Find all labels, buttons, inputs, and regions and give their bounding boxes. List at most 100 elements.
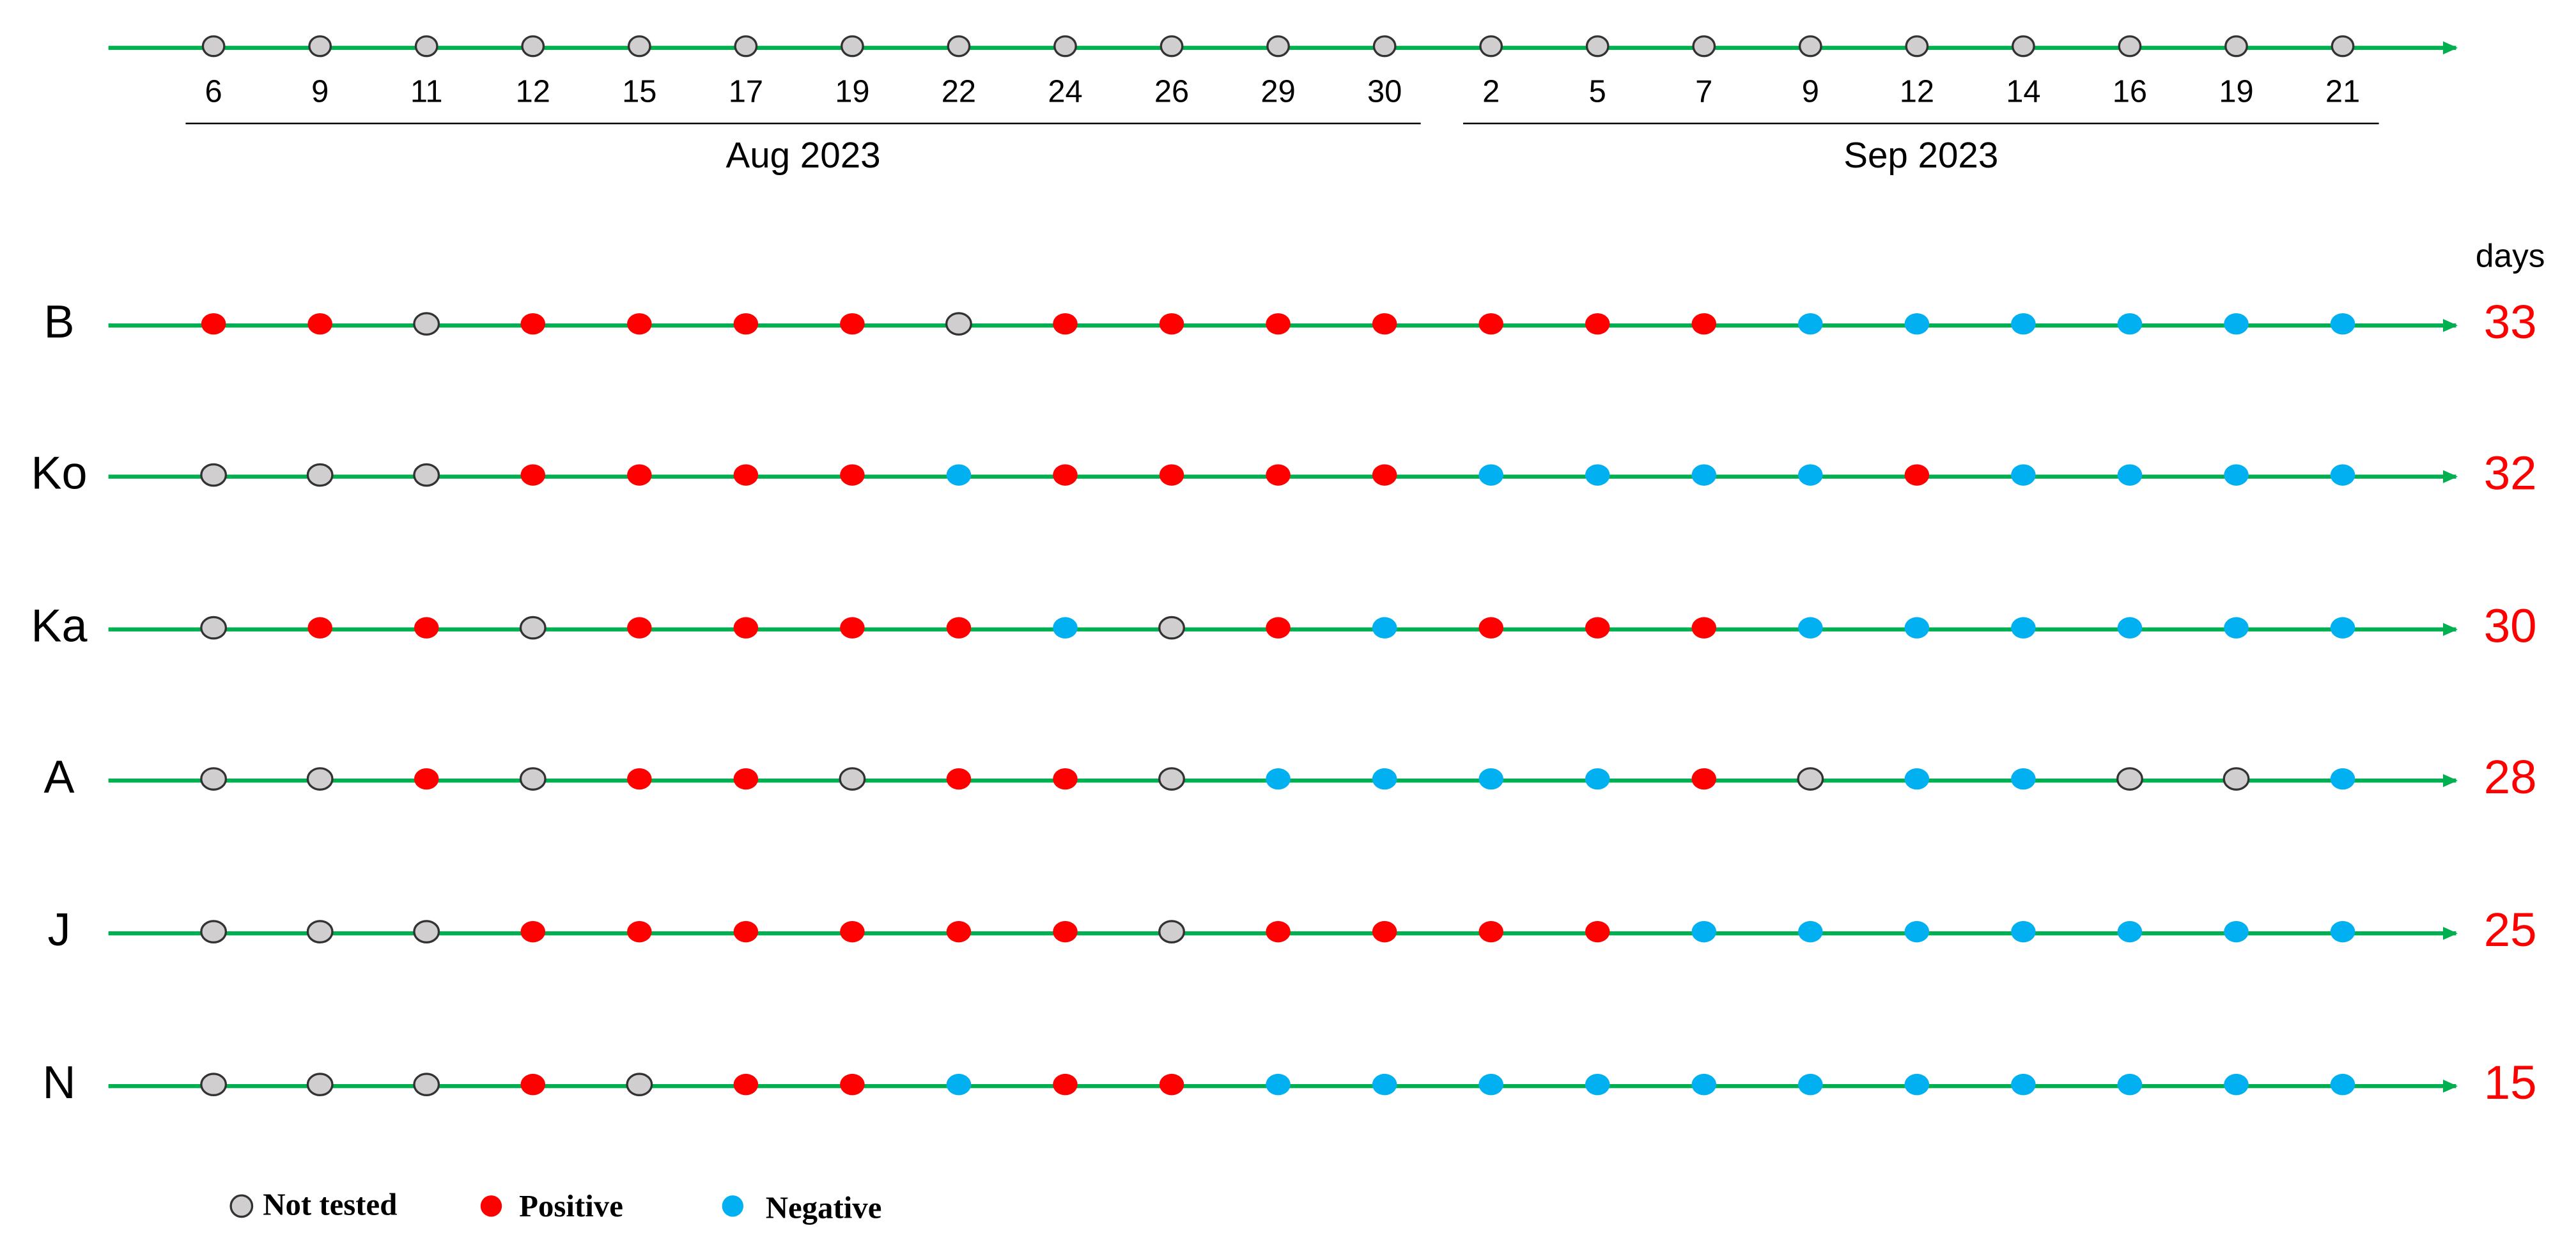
date-dot	[1479, 35, 1503, 58]
result-dot	[1053, 617, 1078, 639]
result-dot	[520, 464, 546, 486]
result-dot	[839, 767, 866, 791]
date-dot	[2224, 35, 2248, 58]
days-header: days	[2476, 237, 2545, 274]
date-dot	[947, 35, 971, 58]
date-label: 9	[311, 75, 329, 109]
result-dot	[1372, 617, 1397, 639]
result-dot	[840, 920, 865, 943]
legend-swatch	[722, 1195, 743, 1217]
result-dot	[306, 463, 334, 487]
result-dot	[2011, 1073, 2036, 1096]
result-dot	[200, 463, 228, 487]
date-label: 16	[2113, 75, 2147, 109]
subject-label: Ko	[31, 448, 88, 499]
result-dot	[1691, 464, 1717, 486]
result-dot	[2224, 617, 2249, 639]
result-dot	[1585, 464, 1610, 486]
date-label: 2	[1482, 75, 1500, 109]
date-label: 14	[2006, 75, 2040, 109]
result-dot	[2224, 1073, 2249, 1096]
result-dot	[2224, 920, 2249, 943]
date-dot	[2118, 35, 2142, 58]
result-dot	[1478, 617, 1503, 639]
date-dot	[1692, 35, 1716, 58]
result-dot	[1158, 616, 1185, 640]
result-dot	[1266, 464, 1291, 486]
result-dot	[1158, 767, 1185, 791]
result-dot	[1053, 768, 1078, 790]
result-dot	[520, 313, 546, 335]
result-dot	[413, 463, 440, 487]
date-dot	[308, 35, 332, 58]
result-dot	[1904, 313, 1930, 335]
result-dot	[840, 617, 865, 639]
result-dot	[2117, 313, 2143, 335]
result-dot	[1053, 1073, 1078, 1096]
date-dot	[414, 35, 438, 58]
result-dot	[413, 312, 440, 336]
result-dot	[307, 617, 332, 639]
result-dot	[2011, 617, 2036, 639]
date-label: 19	[835, 75, 869, 109]
result-dot	[1585, 617, 1610, 639]
result-dot	[414, 768, 439, 790]
legend-label: Positive	[519, 1188, 623, 1223]
result-dot	[2011, 768, 2036, 790]
date-label: 24	[1048, 75, 1082, 109]
result-dot	[1691, 313, 1717, 335]
result-dot	[520, 1073, 546, 1096]
result-dot	[200, 920, 228, 943]
result-dot	[1372, 464, 1397, 486]
result-dot	[1372, 768, 1397, 790]
date-dot	[1053, 35, 1077, 58]
date-label: 29	[1261, 75, 1295, 109]
result-dot	[2117, 920, 2143, 943]
result-dot	[1159, 313, 1184, 335]
result-dot	[946, 920, 972, 943]
subject-label: J	[48, 904, 71, 956]
result-dot	[307, 313, 332, 335]
days-count: 32	[2484, 446, 2537, 499]
subject-label: A	[44, 752, 75, 803]
days-count: 30	[2484, 599, 2537, 652]
legend-label: Not tested	[263, 1187, 397, 1222]
date-dot	[1160, 35, 1184, 58]
result-dot	[520, 920, 546, 943]
result-dot	[1798, 617, 1823, 639]
result-dot	[413, 1073, 440, 1097]
result-dot	[627, 464, 652, 486]
result-dot	[519, 767, 547, 791]
date-dot	[201, 35, 226, 58]
date-label: 6	[205, 75, 222, 109]
result-dot	[1798, 313, 1823, 335]
result-dot	[1904, 617, 1930, 639]
days-count: 15	[2484, 1056, 2537, 1109]
result-dot	[1372, 1073, 1397, 1096]
result-dot	[627, 617, 652, 639]
result-dot	[1585, 768, 1610, 790]
result-dot	[1266, 313, 1291, 335]
result-dot	[519, 616, 547, 640]
result-dot	[1797, 767, 1824, 791]
result-dot	[1053, 464, 1078, 486]
result-dot	[946, 464, 972, 486]
date-dot	[1266, 35, 1290, 58]
result-dot	[2224, 313, 2249, 335]
result-dot	[306, 920, 334, 943]
subject-label: N	[43, 1057, 76, 1108]
result-dot	[1691, 768, 1717, 790]
result-dot	[1798, 920, 1823, 943]
result-dot	[1372, 313, 1397, 335]
date-dot	[1798, 35, 1822, 58]
result-dot	[2117, 1073, 2143, 1096]
result-dot	[2011, 920, 2036, 943]
result-dot	[306, 767, 334, 791]
result-dot	[733, 464, 759, 486]
result-dot	[1691, 617, 1717, 639]
result-dot	[946, 1073, 972, 1096]
result-dot	[1585, 920, 1610, 943]
date-dot	[1372, 35, 1397, 58]
